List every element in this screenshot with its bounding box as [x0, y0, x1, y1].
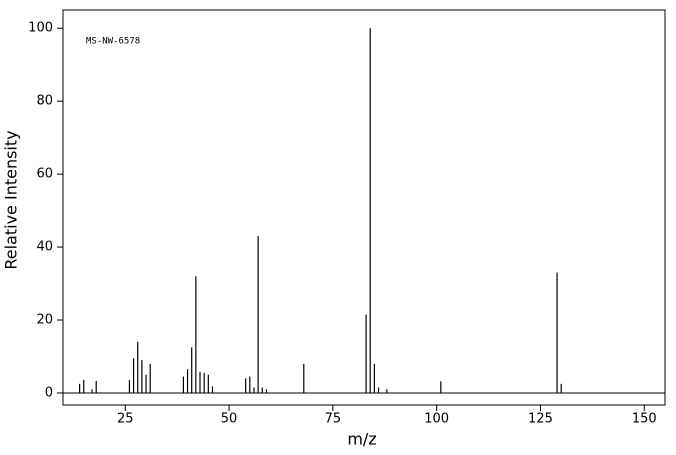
y-tick-label: 40 — [36, 240, 53, 255]
x-tick-label: 75 — [325, 412, 342, 427]
y-tick-label: 100 — [28, 21, 53, 36]
x-tick-label: 25 — [117, 412, 134, 427]
x-tick-label: 50 — [221, 412, 238, 427]
y-tick-label: 0 — [45, 385, 53, 400]
y-tick-label: 20 — [36, 313, 53, 328]
y-tick-label: 80 — [36, 94, 53, 109]
y-tick-label: 60 — [36, 167, 53, 182]
x-tick-label: 100 — [424, 412, 449, 427]
plot-frame — [62, 9, 666, 406]
x-tick-label: 150 — [632, 412, 657, 427]
x-tick-label: 125 — [528, 412, 553, 427]
annotation: MS-NW-6578 — [86, 37, 140, 47]
x-axis-label: m/z — [347, 430, 376, 449]
y-axis-label: Relative Intensity — [2, 130, 21, 269]
